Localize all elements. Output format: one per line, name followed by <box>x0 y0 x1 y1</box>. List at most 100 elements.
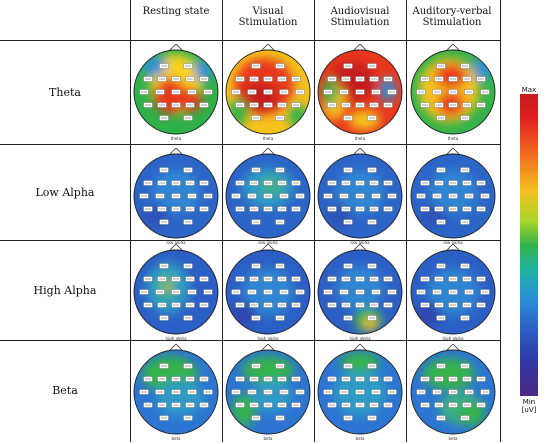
row-header-theta: Theta <box>49 86 81 99</box>
scalp-map: low alpha <box>222 147 314 245</box>
color-scale-bar <box>520 94 538 396</box>
column-divider <box>314 0 315 442</box>
scalp-map: beta <box>314 343 406 441</box>
scalp-map-svg: high alpha <box>133 243 219 341</box>
scale-unit-label: [uV] <box>521 406 537 414</box>
scalp-map: theta <box>222 43 314 141</box>
head-outline <box>410 249 496 335</box>
nose-marker <box>167 43 185 53</box>
color-scale: Max Min [uV] <box>514 86 544 416</box>
band-caption: low alpha <box>258 240 278 244</box>
scalp-map: high alpha <box>407 243 499 341</box>
nose-marker <box>444 243 462 253</box>
nose-marker <box>259 43 277 53</box>
head-outline <box>133 349 219 435</box>
head-outline <box>225 49 311 135</box>
band-caption: theta <box>448 136 459 140</box>
nose-marker <box>351 43 369 53</box>
column-header-label: Resting state <box>142 6 210 17</box>
scalp-map-svg: beta <box>133 343 219 441</box>
scalp-map: low alpha <box>130 147 222 245</box>
scalp-map: high alpha <box>130 243 222 341</box>
nose-marker <box>444 43 462 53</box>
band-caption: beta <box>448 436 458 440</box>
band-caption: low alpha <box>443 240 463 244</box>
band-caption: high alpha <box>257 336 279 340</box>
band-caption: high alpha <box>442 336 464 340</box>
scalp-map: low alpha <box>314 147 406 245</box>
row-header-high-alpha: High Alpha <box>33 284 97 297</box>
scalp-map: beta <box>130 343 222 441</box>
scalp-map: beta <box>222 343 314 441</box>
row-divider <box>0 240 500 241</box>
band-caption: beta <box>355 436 365 440</box>
nose-marker <box>167 343 185 353</box>
head-outline <box>410 349 496 435</box>
band-caption: theta <box>263 136 274 140</box>
scalp-map-svg: theta <box>317 43 403 141</box>
scalp-map-svg: beta <box>317 343 403 441</box>
row-divider <box>0 144 500 145</box>
row-header-low-alpha: Low Alpha <box>35 186 95 199</box>
nose-marker <box>259 343 277 353</box>
scalp-map-svg: high alpha <box>225 243 311 341</box>
scalp-map-svg: theta <box>133 43 219 141</box>
scalp-map-svg: theta <box>225 43 311 141</box>
column-header-auditory-verbal: Auditory-verbal Stimulation <box>412 6 492 28</box>
scale-min-label: Min <box>522 398 536 406</box>
head-outline <box>133 49 219 135</box>
nose-marker <box>351 147 369 157</box>
column-divider <box>406 0 407 442</box>
scalp-map: theta <box>407 43 499 141</box>
scalp-map-svg: beta <box>225 343 311 441</box>
scalp-map-svg: theta <box>410 43 496 141</box>
band-caption: low alpha <box>350 240 370 244</box>
scalp-map: beta <box>407 343 499 441</box>
band-caption: low alpha <box>166 240 186 244</box>
row-divider <box>0 340 500 341</box>
scalp-map: theta <box>130 43 222 141</box>
head-outline <box>317 249 403 335</box>
head-outline <box>317 153 403 239</box>
scalp-map-svg: low alpha <box>410 147 496 245</box>
head-outline <box>317 49 403 135</box>
head-outline <box>225 153 311 239</box>
scalp-map-svg: low alpha <box>317 147 403 245</box>
band-caption: beta <box>263 436 273 440</box>
scalp-map: low alpha <box>407 147 499 245</box>
column-header-resting: Resting state <box>130 6 222 17</box>
head-outline <box>410 49 496 135</box>
head-outline <box>225 349 311 435</box>
scalp-map-svg: low alpha <box>225 147 311 245</box>
scalp-map: high alpha <box>222 243 314 341</box>
head-outline <box>317 349 403 435</box>
nose-marker <box>351 343 369 353</box>
column-header-audiovisual: Audiovisual Stimulation <box>330 6 390 28</box>
band-caption: high alpha <box>165 336 187 340</box>
column-divider <box>222 0 223 442</box>
scalp-map-svg: low alpha <box>133 147 219 245</box>
column-divider <box>500 0 501 442</box>
nose-marker <box>167 243 185 253</box>
nose-marker <box>167 147 185 157</box>
nose-marker <box>259 243 277 253</box>
scalp-map: high alpha <box>314 243 406 341</box>
scale-max-label: Max <box>521 86 537 94</box>
band-caption: theta <box>171 136 182 140</box>
column-divider <box>130 0 131 442</box>
head-outline <box>133 249 219 335</box>
scalp-map-svg: beta <box>410 343 496 441</box>
head-outline <box>133 153 219 239</box>
nose-marker <box>444 147 462 157</box>
band-caption: beta <box>171 436 181 440</box>
band-caption: theta <box>355 136 366 140</box>
nose-marker <box>444 343 462 353</box>
head-outline <box>225 249 311 335</box>
band-caption: high alpha <box>349 336 371 340</box>
scalp-map-svg: high alpha <box>317 243 403 341</box>
head-outline <box>410 153 496 239</box>
nose-marker <box>351 243 369 253</box>
row-header-beta: Beta <box>52 384 78 397</box>
scalp-map: theta <box>314 43 406 141</box>
